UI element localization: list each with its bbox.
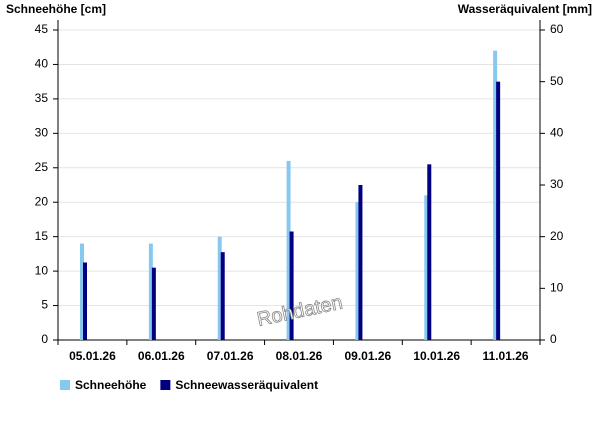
- y2-tick-label: 10: [550, 281, 564, 295]
- bar: [358, 185, 363, 340]
- x-tick-label: 07.01.26: [207, 349, 254, 363]
- y2-tick-label: 60: [550, 22, 564, 36]
- legend-label: Schneehöhe: [75, 378, 147, 392]
- y-tick-label: 45: [35, 22, 49, 36]
- y-tick-label: 25: [35, 160, 49, 174]
- y-tick-label: 30: [35, 126, 49, 140]
- bar: [286, 160, 291, 340]
- bar: [83, 262, 87, 340]
- bar: [355, 202, 360, 340]
- y-tick-label: 35: [35, 91, 49, 105]
- y2-tick-label: 40: [550, 126, 564, 140]
- y2-tick-label: 50: [550, 74, 564, 88]
- bar: [80, 243, 84, 340]
- y-axis-title: Schneehöhe [cm]: [6, 2, 106, 16]
- y-tick-label: 40: [35, 57, 49, 71]
- y2-tick-label: 20: [550, 229, 564, 243]
- bar: [151, 267, 156, 340]
- y2-tick-label: 0: [550, 332, 557, 346]
- bar: [289, 231, 294, 340]
- x-tick-label: 10.01.26: [413, 349, 460, 363]
- y-tick-label: 5: [41, 298, 48, 312]
- bar: [217, 236, 222, 340]
- y2-tick-label: 30: [550, 177, 564, 191]
- bar: [424, 195, 429, 340]
- bar: [496, 81, 501, 341]
- x-tick-label: 09.01.26: [344, 349, 391, 363]
- legend-label: Schneewasseräquivalent: [175, 378, 318, 392]
- bar: [427, 164, 432, 340]
- y-tick-label: 20: [35, 194, 49, 208]
- x-tick-label: 05.01.26: [69, 349, 116, 363]
- x-tick-label: 11.01.26: [483, 349, 529, 363]
- y-tick-label: 0: [41, 332, 48, 346]
- y-tick-label: 10: [35, 263, 49, 277]
- bar: [220, 252, 225, 340]
- bar: [148, 243, 153, 340]
- x-tick-label: 06.01.26: [138, 349, 185, 363]
- y-tick-label: 15: [35, 229, 49, 243]
- x-tick-label: 08.01.26: [276, 349, 323, 363]
- legend-swatch: [60, 380, 70, 390]
- y2-axis-title: Wasseräquivalent [mm]: [458, 2, 592, 16]
- bar: [493, 50, 498, 341]
- legend-swatch: [160, 380, 171, 390]
